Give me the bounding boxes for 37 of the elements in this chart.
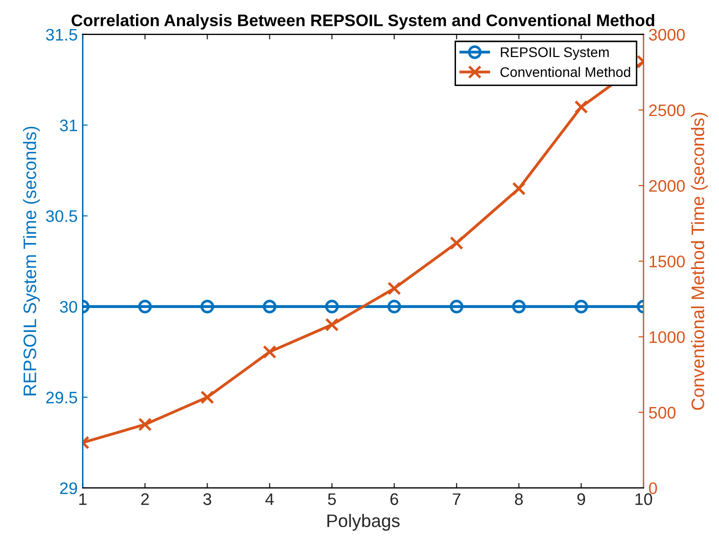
x-tick-label: 9 [577,493,586,506]
y2-tick-label: 1000 [650,331,685,343]
point [325,318,339,332]
x-tick-label: 2 [141,493,149,505]
point [387,282,402,296]
y2-tick-label: 0 [649,482,657,494]
legend-label: Conventional Method [500,66,630,78]
y-tick-label: 29.5 [46,392,78,404]
y2-axis-title: Conventional Method Time (seconds) [690,112,708,410]
point [450,236,464,250]
x-tick-label: 6 [390,493,398,506]
y2-tick-label: 2000 [649,180,685,192]
legend-label: REPSOIL System [500,47,609,60]
point [200,390,214,404]
y2-tick-label: 1500 [650,256,685,268]
y-tick-label: 31 [60,120,78,132]
y2-tick-label: 3000 [649,28,685,41]
x-tick-label: 4 [265,493,274,505]
point [262,345,276,359]
y-tick-label: 29 [60,482,78,494]
chart-title: Correlation Analysis Between REPSOIL System and Conventional Method [72,14,654,30]
x-tick-label: 10 [636,493,652,506]
x-tick-label: 5 [328,493,336,506]
x-tick-label: 1 [79,493,87,505]
y2-tick-label: 500 [649,406,676,419]
y-tick-label: 30.5 [46,210,78,222]
x-tick-label: 8 [514,493,523,506]
x-tick-label: 3 [203,493,212,506]
y-tick-label: 31.5 [46,28,78,41]
point [574,100,588,114]
y2-tick-label: 2500 [649,104,685,116]
point [138,418,152,432]
x-axis-title: Polybags [327,514,400,531]
point [512,182,526,196]
y-tick-label: 30 [60,300,78,313]
y-axis-title: REPSOIL System Time (seconds) [23,126,40,396]
x-tick-label: 7 [452,493,460,505]
